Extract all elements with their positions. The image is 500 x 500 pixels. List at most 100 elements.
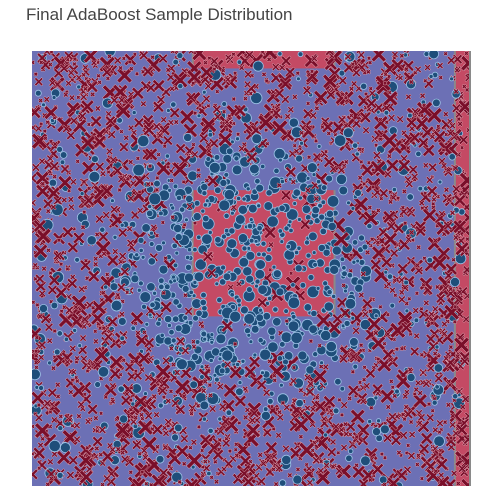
sample-point-x xyxy=(132,414,139,421)
sample-point-x xyxy=(126,194,136,203)
sample-point-x xyxy=(306,72,311,77)
sample-point-x xyxy=(304,186,312,194)
sample-point-x xyxy=(33,71,39,77)
sample-point-x xyxy=(70,377,75,383)
sample-point-x xyxy=(48,138,54,144)
sample-point-circle xyxy=(245,250,256,261)
sample-point-circle xyxy=(196,234,202,240)
sample-point-circle xyxy=(168,329,175,336)
sample-point-x xyxy=(309,111,318,120)
sample-point-x xyxy=(412,391,418,397)
sample-point-circle xyxy=(234,136,240,142)
sample-point-x xyxy=(371,365,377,371)
sample-point-circle xyxy=(292,201,298,206)
sample-point-circle xyxy=(132,163,146,177)
sample-point-x xyxy=(367,308,373,314)
sample-point-circle xyxy=(344,297,357,310)
sample-point-circle xyxy=(237,233,249,244)
sample-point-x xyxy=(359,111,372,124)
sample-point-x xyxy=(408,131,421,144)
sample-point-x xyxy=(368,405,374,411)
sample-point-x xyxy=(405,179,414,189)
sample-point-x xyxy=(35,227,52,245)
sample-point-x xyxy=(58,261,64,267)
sample-point-circle xyxy=(130,274,140,284)
sample-point-x xyxy=(436,62,444,70)
sample-point-x xyxy=(323,149,329,155)
sample-point-x xyxy=(105,147,114,156)
region-positive xyxy=(455,51,469,486)
sample-point-circle xyxy=(305,252,312,259)
sample-point-x xyxy=(430,408,436,414)
sample-point-x xyxy=(67,389,74,396)
sample-point-x xyxy=(360,270,367,277)
sample-point-x xyxy=(161,356,171,365)
sample-point-circle xyxy=(311,205,320,215)
sample-point-x xyxy=(45,119,51,125)
sample-point-x xyxy=(340,91,345,97)
sample-point-circle xyxy=(346,200,351,206)
sample-point-x xyxy=(133,368,139,374)
sample-point-x xyxy=(190,438,198,446)
sample-point-x xyxy=(313,138,319,144)
sample-point-x xyxy=(169,178,175,183)
sample-point-circle xyxy=(182,314,189,321)
sample-point-x xyxy=(204,141,213,149)
sample-point-x xyxy=(381,103,392,113)
sample-point-x xyxy=(114,422,131,439)
sample-point-circle xyxy=(134,252,140,258)
sample-point-circle xyxy=(360,82,368,90)
sample-point-x xyxy=(32,211,41,225)
sample-point-circle xyxy=(278,382,284,388)
sample-point-x xyxy=(227,448,233,454)
sample-point-x xyxy=(199,433,212,446)
sample-point-x xyxy=(205,147,213,155)
sample-point-circle xyxy=(146,282,156,292)
sample-point-x xyxy=(181,393,188,400)
sample-point-circle xyxy=(235,361,241,368)
sample-point-x xyxy=(48,270,54,276)
sample-point-x xyxy=(425,333,436,345)
sample-point-circle xyxy=(350,205,356,211)
sample-point-x xyxy=(82,194,95,207)
sample-point-circle xyxy=(187,320,194,326)
sample-point-x xyxy=(415,452,421,458)
sample-point-circle xyxy=(131,110,137,116)
sample-point-circle xyxy=(144,321,150,327)
sample-point-x xyxy=(107,129,117,140)
sample-point-x xyxy=(427,162,438,173)
sample-point-x xyxy=(82,64,89,71)
sample-point-x xyxy=(108,354,124,370)
sample-point-circle xyxy=(147,257,156,266)
sample-point-x xyxy=(78,452,94,469)
sample-point-circle xyxy=(351,239,359,246)
sample-point-circle xyxy=(281,454,292,465)
sample-point-circle xyxy=(177,83,184,90)
sample-point-circle xyxy=(267,341,279,353)
sample-point-circle xyxy=(299,140,305,146)
sample-point-x xyxy=(442,111,449,118)
sample-point-x xyxy=(417,413,426,422)
sample-point-x xyxy=(425,176,434,184)
sample-point-circle xyxy=(259,348,272,361)
sample-point-circle xyxy=(322,248,331,257)
sample-point-x xyxy=(135,155,141,161)
sample-point-circle xyxy=(171,471,183,483)
sample-point-x xyxy=(370,167,376,173)
sample-point-circle xyxy=(185,194,194,203)
sample-point-x xyxy=(113,56,122,65)
sample-point-x xyxy=(399,346,405,352)
sample-point-x xyxy=(47,284,58,296)
sample-point-x xyxy=(384,119,390,125)
sample-point-x xyxy=(67,203,75,211)
sample-point-x xyxy=(82,86,89,92)
sample-point-x xyxy=(405,235,413,243)
sample-point-x xyxy=(90,59,98,67)
sample-point-x xyxy=(382,482,388,486)
sample-point-x xyxy=(263,226,277,239)
sample-point-x xyxy=(413,332,420,340)
sample-point-x xyxy=(50,365,57,371)
sample-point-x xyxy=(402,416,407,422)
sample-point-x xyxy=(343,159,349,165)
sample-point-circle xyxy=(225,409,233,417)
